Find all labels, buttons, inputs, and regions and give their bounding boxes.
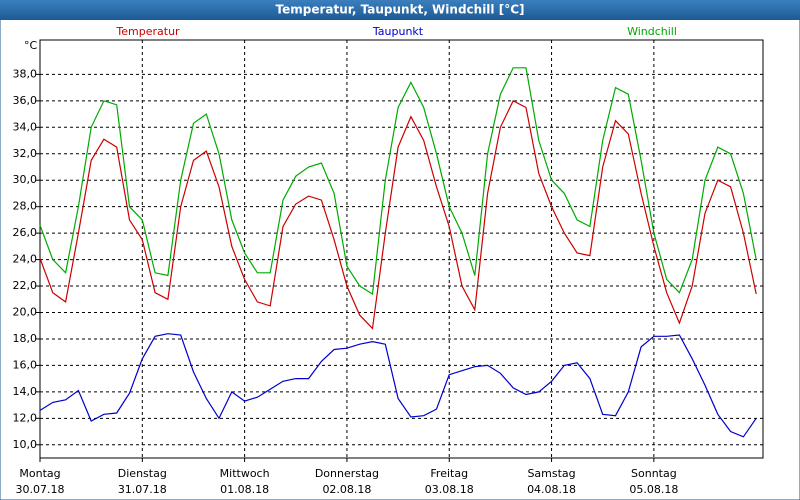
x-tick-label: Dienstag — [118, 467, 167, 480]
y-tick-label: 16,0 — [13, 358, 38, 371]
y-tick-label: 28,0 — [13, 200, 38, 213]
y-tick-label: 10,0 — [13, 438, 38, 451]
x-tick-label: Freitag — [430, 467, 468, 480]
x-tick-date: 03.08.18 — [425, 483, 474, 496]
x-tick-label: Montag — [19, 467, 60, 480]
series-line — [39, 333, 757, 438]
x-tick-date: 05.08.18 — [629, 483, 678, 496]
x-tick-label: Mittwoch — [220, 467, 270, 480]
title-bar — [0, 0, 800, 20]
chart-title: Temperatur, Taupunkt, Windchill [°C] — [276, 3, 525, 17]
x-tick-label: Samstag — [527, 467, 575, 480]
legend-entry: Temperatur — [115, 25, 180, 38]
plot-layer: 10,0 12,0 14,0 16,0 18,0 20,0 22,0 24,0 26,0 28,0… — [13, 25, 763, 496]
legend-entry: Windchill — [627, 25, 677, 38]
y-tick-label: 34,0 — [13, 120, 38, 133]
plot-border — [39, 39, 764, 459]
y-tick-label: 22,0 — [13, 279, 38, 292]
legend-entry: Taupunkt — [372, 25, 424, 38]
x-tick-label: Donnerstag — [315, 467, 379, 480]
y-tick-label: 12,0 — [13, 411, 38, 424]
series-line — [39, 99, 757, 330]
y-tick-label: 30,0 — [13, 173, 38, 186]
y-tick-label: 26,0 — [13, 226, 38, 239]
x-tick-date: 30.07.18 — [16, 483, 65, 496]
y-tick-label: 14,0 — [13, 385, 38, 398]
y-tick-label: 24,0 — [13, 253, 38, 266]
x-tick-date: 31.07.18 — [118, 483, 167, 496]
x-tick-label: Sonntag — [631, 467, 677, 480]
y-tick-label: 36,0 — [13, 94, 38, 107]
series-line — [39, 67, 757, 296]
x-tick-date: 04.08.18 — [527, 483, 576, 496]
y-tick-label: 32,0 — [13, 147, 38, 160]
y-tick-label: 18,0 — [13, 332, 38, 345]
y-axis-label: °C — [24, 39, 38, 52]
y-tick-label: 20,0 — [13, 305, 38, 318]
y-tick-label: 38,0 — [13, 67, 38, 80]
x-tick-date: 02.08.18 — [322, 483, 371, 496]
x-tick-date: 01.08.18 — [220, 483, 269, 496]
